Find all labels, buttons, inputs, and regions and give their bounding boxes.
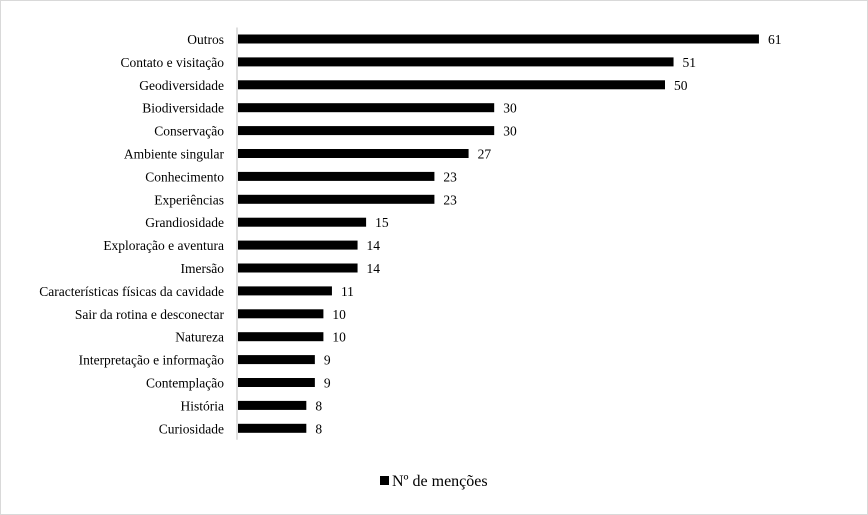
- data-label: 30: [503, 101, 517, 116]
- bar: [238, 34, 759, 44]
- bar: [238, 355, 315, 365]
- data-label: 15: [375, 215, 389, 230]
- legend-swatch: [380, 476, 389, 485]
- bar: [238, 400, 307, 410]
- bar: [238, 171, 435, 181]
- data-label: 61: [768, 32, 782, 47]
- legend-label: Nº de menções: [392, 473, 488, 490]
- data-label: 8: [315, 421, 322, 436]
- plot-area: Outros 61 Contato e visitação 51 Geodiversid…: [39, 27, 782, 440]
- data-label: 10: [332, 330, 346, 345]
- data-label: 14: [367, 261, 381, 276]
- category-label: Conhecimento: [145, 169, 224, 184]
- bar: [238, 332, 324, 342]
- data-label: 23: [443, 169, 457, 184]
- category-label: Ambiente singular: [124, 147, 225, 162]
- category-label: Contemplação: [146, 376, 224, 391]
- data-label: 9: [324, 376, 331, 391]
- category-label: Natureza: [175, 330, 224, 345]
- category-label: Grandiosidade: [145, 215, 224, 230]
- bar: [238, 309, 324, 319]
- category-label: História: [181, 398, 225, 413]
- category-label: Conservação: [154, 124, 224, 139]
- data-label: 23: [443, 192, 457, 207]
- category-label: Características físicas da cavidade: [39, 284, 224, 299]
- bar: [238, 286, 332, 296]
- category-label: Biodiversidade: [142, 101, 224, 116]
- bar: [238, 378, 315, 387]
- category-label: Imersão: [181, 261, 225, 276]
- data-label: 8: [315, 398, 322, 413]
- category-label: Curiosidade: [159, 421, 224, 436]
- data-label: 10: [332, 307, 346, 322]
- bar: [238, 240, 358, 250]
- bar: [238, 423, 307, 433]
- legend: Nº de menções: [380, 473, 488, 490]
- bar: [238, 194, 435, 204]
- data-label: 30: [503, 124, 517, 139]
- bar: [238, 217, 367, 227]
- category-label: Contato e visitação: [121, 55, 225, 70]
- bar: [238, 126, 495, 136]
- data-label: 14: [367, 238, 381, 253]
- category-label: Geodiversidade: [139, 78, 224, 93]
- bar: [238, 263, 358, 273]
- bar: [238, 149, 469, 158]
- data-label: 11: [341, 284, 354, 299]
- data-label: 50: [674, 78, 688, 93]
- category-label: Outros: [187, 32, 224, 47]
- data-label: 27: [478, 147, 492, 162]
- category-label: Experiências: [154, 192, 224, 207]
- bar: [238, 103, 495, 113]
- category-label: Sair da rotina e desconectar: [75, 307, 225, 322]
- category-label: Interpretação e informação: [79, 353, 225, 368]
- data-label: 9: [324, 353, 331, 368]
- bar: [238, 80, 665, 90]
- category-label: Exploração e aventura: [103, 238, 224, 253]
- bar: [238, 57, 674, 67]
- data-label: 51: [683, 55, 697, 70]
